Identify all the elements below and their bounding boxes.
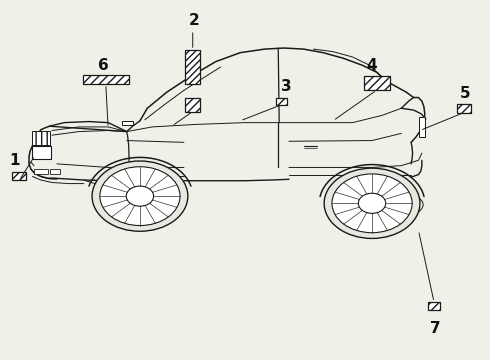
Text: 6: 6 — [98, 58, 109, 73]
Bar — [276, 98, 287, 105]
Bar — [12, 172, 26, 180]
Bar — [185, 98, 200, 112]
Circle shape — [100, 167, 180, 226]
Bar — [428, 302, 440, 310]
Bar — [122, 121, 133, 125]
Bar — [82, 75, 129, 84]
Bar — [32, 131, 49, 145]
Bar — [419, 117, 425, 137]
Bar — [364, 76, 390, 90]
Bar — [457, 104, 471, 113]
Text: 1: 1 — [9, 153, 20, 168]
Circle shape — [92, 161, 188, 231]
Text: 2: 2 — [188, 13, 199, 28]
Circle shape — [126, 186, 154, 206]
Bar — [34, 168, 48, 174]
Text: 4: 4 — [367, 58, 377, 73]
Text: 5: 5 — [460, 86, 470, 102]
Text: 7: 7 — [430, 321, 441, 336]
Bar — [32, 145, 51, 159]
Bar — [49, 168, 60, 174]
Text: 3: 3 — [281, 79, 292, 94]
Circle shape — [324, 168, 420, 238]
Circle shape — [358, 193, 386, 213]
Circle shape — [332, 174, 412, 233]
Bar — [185, 50, 200, 84]
